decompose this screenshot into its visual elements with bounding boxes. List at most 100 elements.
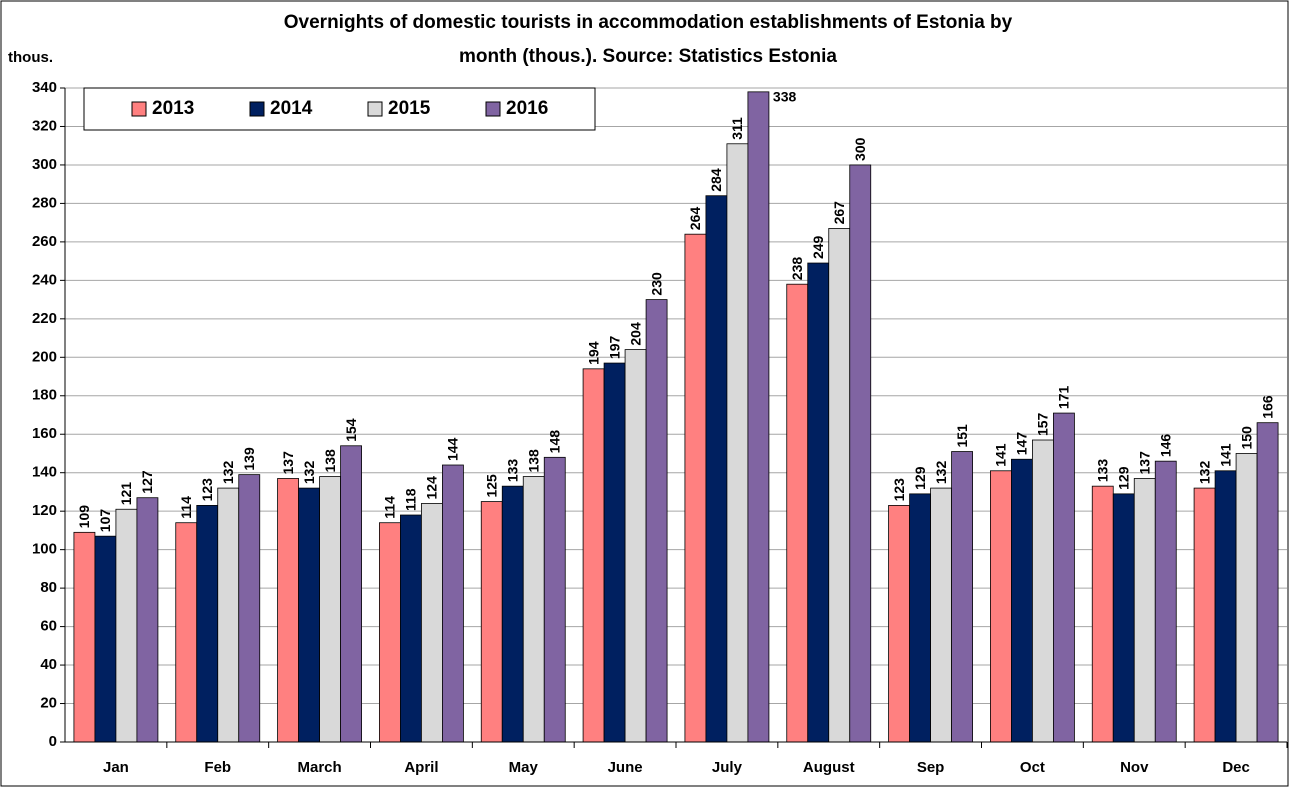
- legend-label: 2013: [152, 98, 194, 119]
- data-label: 114: [178, 496, 194, 519]
- legend-swatch: [131, 101, 147, 117]
- data-label: 300: [852, 137, 868, 161]
- data-label: 132: [220, 461, 236, 485]
- bar: [1193, 487, 1216, 743]
- bar: [340, 445, 362, 743]
- x-tick-label: Dec: [1222, 759, 1250, 776]
- data-label: 137: [1136, 451, 1152, 475]
- bar: [951, 451, 973, 743]
- data-label: 147: [1014, 432, 1030, 456]
- x-tick-label: June: [608, 759, 643, 776]
- bar: [603, 362, 626, 743]
- bar: [684, 233, 707, 743]
- x-tick-label: May: [509, 759, 539, 776]
- y-tick-label: 20: [40, 694, 57, 711]
- data-label: 230: [648, 272, 664, 296]
- bar: [888, 505, 910, 743]
- y-tick-label: 160: [32, 425, 57, 442]
- legend-swatch: [485, 101, 501, 117]
- data-label: 132: [933, 461, 949, 485]
- bar: [1133, 478, 1156, 743]
- data-label: 107: [97, 509, 113, 533]
- data-label: 144: [445, 437, 461, 461]
- data-label: 151: [954, 424, 970, 448]
- y-tick-label: 0: [49, 733, 57, 750]
- data-label: 118: [403, 488, 419, 511]
- bar: [442, 464, 464, 743]
- data-label: 137: [280, 451, 296, 475]
- legend-swatch: [249, 101, 265, 117]
- bar: [522, 476, 545, 743]
- bar: [624, 349, 647, 743]
- data-label: 121: [118, 482, 134, 506]
- y-tick-label: 280: [32, 194, 57, 211]
- bar: [1214, 470, 1237, 743]
- data-label: 146: [1157, 434, 1173, 458]
- data-label: 264: [687, 207, 703, 231]
- y-tick-label: 80: [40, 579, 57, 596]
- x-tick-label: March: [297, 759, 341, 776]
- bar: [1091, 485, 1114, 743]
- data-label: 123: [891, 478, 907, 502]
- legend-label: 2014: [270, 98, 313, 119]
- data-label: 194: [585, 341, 601, 365]
- bar: [1032, 439, 1054, 743]
- data-label: 129: [912, 466, 928, 490]
- data-label: 129: [1115, 466, 1131, 490]
- data-label: 204: [627, 322, 643, 346]
- y-axis-label: thous.: [8, 49, 53, 66]
- bar: [175, 522, 198, 743]
- data-label: 311: [729, 117, 745, 140]
- y-tick-label: 220: [32, 310, 57, 327]
- data-label: 267: [831, 201, 847, 225]
- data-label: 150: [1238, 426, 1254, 450]
- bar: [747, 91, 770, 743]
- bar: [1011, 458, 1033, 743]
- y-tick-label: 320: [32, 117, 57, 134]
- bar: [217, 487, 240, 743]
- bar: [136, 497, 159, 743]
- data-label: 138: [525, 449, 541, 473]
- bar: [94, 535, 117, 743]
- x-tick-label: April: [404, 759, 438, 776]
- bar: [501, 485, 524, 743]
- legend-swatch: [367, 101, 383, 117]
- y-tick-label: 300: [32, 156, 57, 173]
- legend-label: 2016: [506, 98, 548, 119]
- data-label: 109: [76, 505, 92, 529]
- data-label: 139: [241, 447, 257, 471]
- bar: [480, 501, 503, 743]
- data-label: 141: [1217, 443, 1233, 467]
- data-label: 123: [199, 478, 215, 502]
- data-label: 154: [343, 418, 359, 442]
- bar: [379, 522, 401, 743]
- bar: [238, 474, 261, 743]
- bar: [400, 514, 422, 743]
- bar: [1256, 422, 1279, 743]
- bar: [115, 508, 138, 743]
- chart-title: Overnights of domestic tourists in accom…: [284, 12, 1013, 33]
- y-tick-label: 240: [32, 271, 57, 288]
- bar: [807, 262, 830, 743]
- y-tick-label: 100: [32, 541, 57, 558]
- data-label: 157: [1035, 412, 1051, 436]
- data-label: 138: [322, 449, 338, 473]
- x-tick-label: Oct: [1020, 759, 1045, 776]
- bar: [277, 478, 299, 743]
- data-label: 338: [773, 89, 797, 105]
- y-tick-label: 120: [32, 502, 57, 519]
- bar: [319, 476, 341, 743]
- data-label: 249: [810, 235, 826, 259]
- bar: [705, 195, 728, 743]
- data-label: 148: [546, 430, 562, 454]
- data-label: 141: [993, 443, 1009, 467]
- bar: [828, 228, 851, 743]
- bar: [543, 456, 566, 743]
- x-tick-label: Jan: [103, 759, 129, 776]
- bar: [1154, 460, 1177, 743]
- y-tick-label: 340: [32, 79, 57, 96]
- data-label: 132: [301, 461, 317, 485]
- data-label: 114: [382, 496, 398, 519]
- legend-box: [83, 87, 596, 131]
